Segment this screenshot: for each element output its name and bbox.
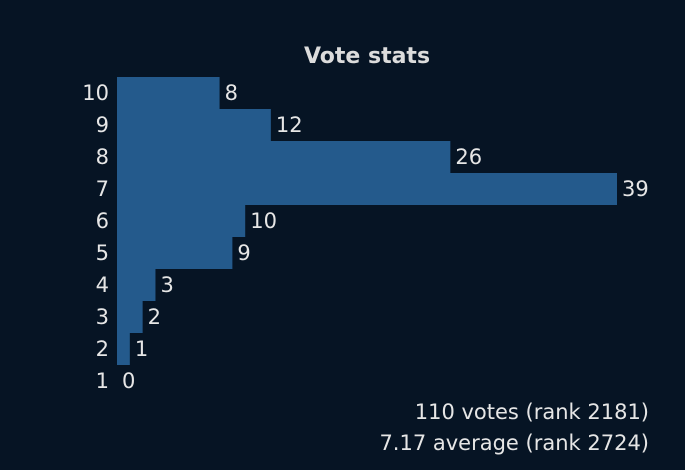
category-label-9: 9 <box>96 113 109 137</box>
chart-title: Vote stats <box>303 44 431 69</box>
votes-count: 110 votes (rank 2181) <box>414 400 649 424</box>
value-label-6: 10 <box>250 209 277 233</box>
category-label-8: 8 <box>96 145 109 169</box>
category-label-5: 5 <box>96 241 109 265</box>
category-label-4: 4 <box>96 273 109 297</box>
value-label-7: 39 <box>622 177 649 201</box>
bar-6 <box>117 205 246 237</box>
bar-10 <box>117 77 220 109</box>
bar-3 <box>117 301 143 333</box>
average-score: 7.17 average (rank 2724) <box>379 431 649 455</box>
value-label-8: 26 <box>455 145 482 169</box>
category-label-1: 1 <box>96 369 109 393</box>
value-label-9: 12 <box>276 113 303 137</box>
bar-5 <box>117 237 233 269</box>
category-label-7: 7 <box>96 177 109 201</box>
bar-7 <box>117 173 617 205</box>
value-label-3: 2 <box>148 305 161 329</box>
vote-summary: 110 votes (rank 2181) 7.17 average (rank… <box>379 397 649 459</box>
value-label-4: 3 <box>160 273 173 297</box>
category-label-2: 2 <box>96 337 109 361</box>
bar-8 <box>117 141 451 173</box>
value-label-10: 8 <box>225 81 238 105</box>
bar-9 <box>117 109 271 141</box>
category-label-6: 6 <box>96 209 109 233</box>
value-label-5: 9 <box>237 241 250 265</box>
bar-4 <box>117 269 156 301</box>
value-label-2: 1 <box>135 337 148 361</box>
bar-2 <box>117 333 130 365</box>
category-label-3: 3 <box>96 305 109 329</box>
value-label-1: 0 <box>122 369 135 393</box>
category-label-10: 10 <box>82 81 109 105</box>
